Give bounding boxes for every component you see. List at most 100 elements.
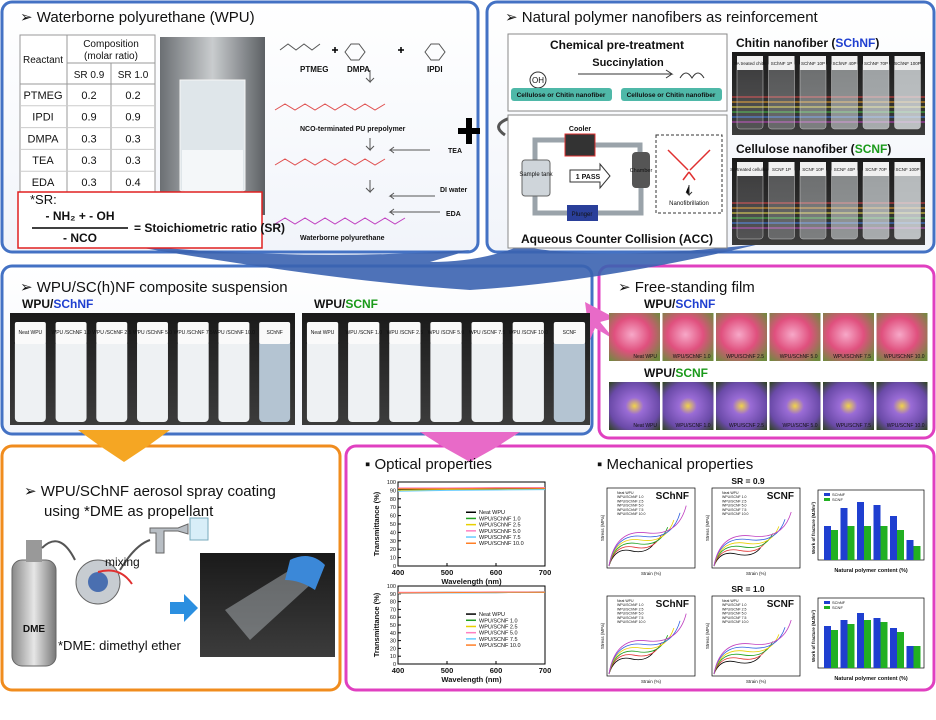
- scheme-label: PTMEG: [300, 65, 328, 74]
- film-label: WPU/SCNF 10.0: [887, 423, 925, 429]
- x-tick-label: 400: [392, 666, 405, 675]
- spray-gun: [149, 523, 189, 554]
- bar-thumb: [880, 622, 888, 668]
- scheme-label: DI water: [440, 187, 468, 194]
- y-tick-label: 90: [390, 488, 396, 494]
- bar-thumb: [873, 618, 881, 668]
- scheme-shape: [344, 43, 366, 61]
- vial-cap: [96, 322, 128, 344]
- x-axis-label: Natural polymer content (%): [834, 676, 908, 682]
- sr-label: *SR:: [30, 192, 57, 207]
- x-tick-label: 600: [490, 568, 503, 577]
- stress-curve: [608, 642, 662, 675]
- legend-label: WPU/SChNF 1.0: [617, 603, 644, 607]
- stress-curve: [608, 534, 662, 567]
- bar-thumb: [897, 530, 904, 560]
- scheme-shape: [274, 158, 386, 166]
- acc-inset: [655, 134, 723, 214]
- reactant: IPDI: [32, 112, 53, 124]
- fiber-bar: [511, 88, 612, 101]
- legend-label: WPU/SCNF 2.5: [722, 607, 747, 611]
- vial-cap: [863, 56, 889, 70]
- vial-cap: [737, 162, 763, 176]
- y-axis-label: Stress (MPa): [600, 622, 605, 649]
- y-tick-label: 10: [390, 556, 396, 562]
- legend-label: WPU/SChNF 7.5: [617, 616, 644, 620]
- stress-curve: [608, 620, 681, 675]
- pass-arrow: [569, 162, 611, 190]
- vial-label: WPU /SCNF 5.0: [428, 330, 465, 336]
- stress-curve: [608, 649, 656, 675]
- legend-label: WPU/SChNF 2.5: [617, 607, 644, 611]
- vial: [218, 340, 250, 422]
- substrate: [189, 517, 209, 541]
- vial-label: WPU /SChNF 10.0: [213, 330, 255, 336]
- vial-cap: [800, 162, 826, 176]
- table-subheader: SR 0.9: [74, 70, 105, 81]
- group-label: WPU/SChNF: [644, 297, 715, 311]
- composition-table: Reactant Composition (molar ratio) SR 0.…: [19, 34, 156, 194]
- plunger: [567, 205, 598, 221]
- sr-numerator: - NH₂ + - OH: [46, 209, 115, 223]
- ratio: 0.3: [125, 155, 140, 167]
- stress-curve: [713, 540, 767, 567]
- y-tick-label: 40: [390, 530, 396, 536]
- legend-label: WPU/SCNF 5.0: [722, 504, 747, 508]
- ratio: 0.3: [81, 177, 96, 189]
- legend-label: WPU/SChNF 2.5: [479, 523, 521, 529]
- group-name: SCNF: [675, 366, 708, 380]
- legend-label: WPU/SCNF 5.0: [722, 612, 747, 616]
- vial: [736, 167, 764, 240]
- group-label: WPU/SCNF: [314, 297, 378, 311]
- legend-label: Neat WPU: [722, 491, 739, 495]
- y-tick-label: 80: [390, 497, 396, 503]
- x-axis-label: Strain (%): [641, 679, 662, 684]
- fiber-label: Cellulose or Chitin nanofiber: [517, 92, 606, 99]
- hose: [119, 539, 151, 571]
- group-prefix: WPU/: [314, 297, 346, 311]
- scheme-label: DMPA: [347, 65, 370, 74]
- result-arrow: [170, 594, 198, 622]
- vial-label: WPU /SCNF 7.5: [469, 330, 506, 336]
- group-label: OH: [532, 76, 544, 85]
- vial-label: WPU /SChNF 2.5: [92, 330, 131, 336]
- film-photo: [716, 313, 767, 361]
- bar-thumb: [913, 546, 921, 560]
- section-title: ▪ Optical properties: [365, 456, 492, 473]
- vial-label: SA treated chitin: [734, 61, 767, 66]
- vial: [389, 340, 421, 422]
- footnote: *DME: dimethyl ether: [58, 638, 181, 653]
- bar-thumb: [880, 526, 888, 560]
- legend-label: WPU/SCNF 7.5: [722, 508, 747, 512]
- plus-sign: [458, 118, 480, 144]
- acc-label: Sample tank: [519, 172, 553, 178]
- sr-result: = Stoichiometric ratio (SR): [134, 221, 285, 235]
- film-photo: [823, 313, 874, 361]
- legend-label: SChNF: [832, 600, 846, 605]
- vial-cap: [553, 322, 586, 344]
- film-label: WPU/SChNF 1.0: [673, 354, 711, 360]
- y-tick-label: 60: [390, 615, 396, 621]
- film-photo: [769, 313, 821, 361]
- legend-label: WPU/SChNF 5.0: [617, 504, 644, 508]
- fiber-label: Cellulose or Chitin nanofiber: [627, 92, 716, 99]
- vial-label: WPU /SChNF 5.0: [133, 330, 172, 336]
- y-tick-label: 0: [393, 662, 396, 668]
- photo-title: Chitin nanofiber (SChNF): [736, 36, 879, 50]
- glove: [285, 556, 325, 590]
- photo-title-text: Cellulose nanofiber (: [736, 142, 855, 156]
- x-tick-label: 500: [441, 568, 454, 577]
- vial: [177, 340, 209, 422]
- vial-cap: [894, 56, 921, 70]
- flow-arrow: [497, 116, 511, 137]
- film-label: WPU/SChNF 7.5: [833, 354, 871, 360]
- y-tick-label: 0: [393, 564, 396, 570]
- photo-title-text: Chitin nanofiber (: [736, 36, 835, 50]
- stress-curve: [713, 655, 761, 675]
- legend-label: WPU/SCNF 10.0: [722, 620, 749, 624]
- bar-thumb: [824, 526, 831, 560]
- film-label: WPU/SCNF 5.0: [782, 423, 817, 429]
- bar-thumb: [840, 620, 848, 668]
- reaction-arrow: [578, 69, 674, 79]
- vial-label: Neat WPU: [311, 330, 335, 336]
